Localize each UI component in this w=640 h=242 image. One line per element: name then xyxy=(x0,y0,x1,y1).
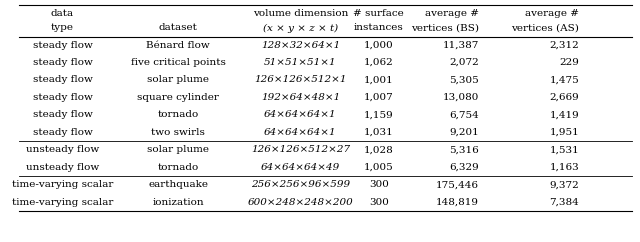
Text: steady flow: steady flow xyxy=(33,110,92,119)
Text: 64×64×64×1: 64×64×64×1 xyxy=(264,110,337,119)
Text: type: type xyxy=(51,23,74,32)
Text: 64×64×64×49: 64×64×64×49 xyxy=(261,163,340,172)
Text: 7,384: 7,384 xyxy=(549,198,579,207)
Text: 300: 300 xyxy=(369,198,388,207)
Text: 300: 300 xyxy=(369,180,388,189)
Text: dataset: dataset xyxy=(159,23,198,32)
Text: (x × y × z × t): (x × y × z × t) xyxy=(263,23,338,32)
Text: 2,312: 2,312 xyxy=(549,40,579,50)
Text: 1,001: 1,001 xyxy=(364,76,394,84)
Text: 148,819: 148,819 xyxy=(436,198,479,207)
Text: 128×32×64×1: 128×32×64×1 xyxy=(261,40,340,50)
Text: 1,419: 1,419 xyxy=(549,110,579,119)
Text: 126×126×512×27: 126×126×512×27 xyxy=(251,145,350,154)
Text: 175,446: 175,446 xyxy=(436,180,479,189)
Text: Bénard flow: Bénard flow xyxy=(147,40,210,50)
Text: 1,007: 1,007 xyxy=(364,93,394,102)
Text: time-varying scalar: time-varying scalar xyxy=(12,180,113,189)
Text: five critical points: five critical points xyxy=(131,58,226,67)
Text: volume dimension: volume dimension xyxy=(253,8,348,18)
Text: solar plume: solar plume xyxy=(147,145,209,154)
Text: 1,000: 1,000 xyxy=(364,40,394,50)
Text: two swirls: two swirls xyxy=(152,128,205,137)
Text: 256×256×96×599: 256×256×96×599 xyxy=(251,180,350,189)
Text: time-varying scalar: time-varying scalar xyxy=(12,198,113,207)
Text: tornado: tornado xyxy=(157,110,199,119)
Text: steady flow: steady flow xyxy=(33,76,92,84)
Text: 2,072: 2,072 xyxy=(449,58,479,67)
Text: unsteady flow: unsteady flow xyxy=(26,163,99,172)
Text: 229: 229 xyxy=(559,58,579,67)
Text: 1,531: 1,531 xyxy=(549,145,579,154)
Text: 1,163: 1,163 xyxy=(549,163,579,172)
Text: steady flow: steady flow xyxy=(33,93,92,102)
Text: 11,387: 11,387 xyxy=(442,40,479,50)
Text: 9,372: 9,372 xyxy=(549,180,579,189)
Text: 126×126×512×1: 126×126×512×1 xyxy=(254,76,347,84)
Text: vertices (AS): vertices (AS) xyxy=(511,23,579,32)
Text: 1,159: 1,159 xyxy=(364,110,394,119)
Text: tornado: tornado xyxy=(157,163,199,172)
Text: average #: average # xyxy=(525,8,579,18)
Text: 1,028: 1,028 xyxy=(364,145,394,154)
Text: vertices (BS): vertices (BS) xyxy=(411,23,479,32)
Text: 1,005: 1,005 xyxy=(364,163,394,172)
Text: 9,201: 9,201 xyxy=(449,128,479,137)
Text: 6,329: 6,329 xyxy=(449,163,479,172)
Text: data: data xyxy=(51,8,74,18)
Text: 5,305: 5,305 xyxy=(449,76,479,84)
Text: square cylinder: square cylinder xyxy=(138,93,220,102)
Text: 5,316: 5,316 xyxy=(449,145,479,154)
Text: 6,754: 6,754 xyxy=(449,110,479,119)
Text: steady flow: steady flow xyxy=(33,128,92,137)
Text: 13,080: 13,080 xyxy=(442,93,479,102)
Text: 64×64×64×1: 64×64×64×1 xyxy=(264,128,337,137)
Text: steady flow: steady flow xyxy=(33,58,92,67)
Text: instances: instances xyxy=(354,23,404,32)
Text: 51×51×51×1: 51×51×51×1 xyxy=(264,58,337,67)
Text: 2,669: 2,669 xyxy=(549,93,579,102)
Text: average #: average # xyxy=(425,8,479,18)
Text: ionization: ionization xyxy=(152,198,204,207)
Text: 192×64×48×1: 192×64×48×1 xyxy=(261,93,340,102)
Text: unsteady flow: unsteady flow xyxy=(26,145,99,154)
Text: earthquake: earthquake xyxy=(148,180,209,189)
Text: 1,031: 1,031 xyxy=(364,128,394,137)
Text: # surface: # surface xyxy=(353,8,404,18)
Text: steady flow: steady flow xyxy=(33,40,92,50)
Text: 1,951: 1,951 xyxy=(549,128,579,137)
Text: 1,062: 1,062 xyxy=(364,58,394,67)
Text: solar plume: solar plume xyxy=(147,76,209,84)
Text: 600×248×248×200: 600×248×248×200 xyxy=(248,198,353,207)
Text: 1,475: 1,475 xyxy=(549,76,579,84)
